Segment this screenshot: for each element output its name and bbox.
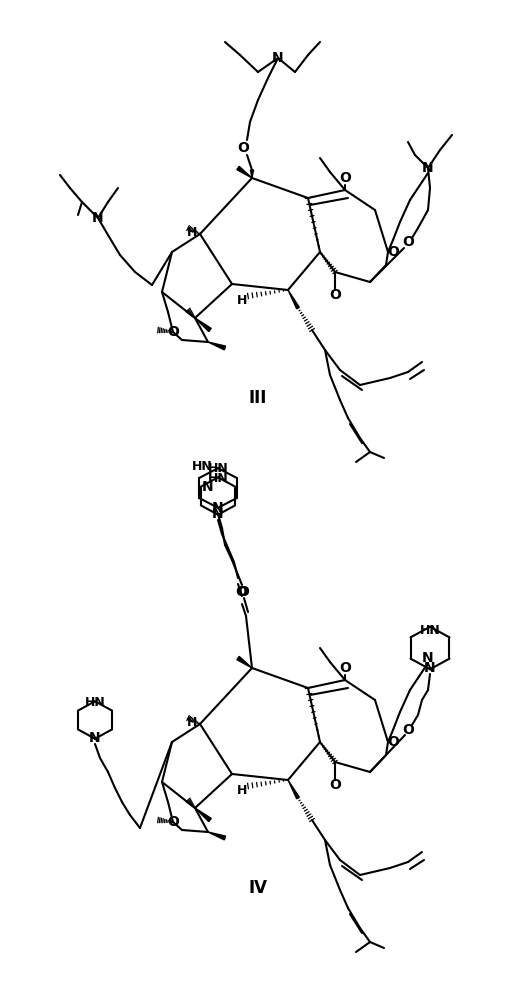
Polygon shape <box>237 656 252 668</box>
Text: O: O <box>387 245 399 259</box>
Text: N: N <box>212 501 224 515</box>
Text: N: N <box>202 480 214 494</box>
Text: IV: IV <box>249 879 267 897</box>
Text: O: O <box>237 141 249 155</box>
Text: HN: HN <box>192 460 213 473</box>
Text: HN: HN <box>84 696 106 708</box>
Text: O: O <box>235 585 247 599</box>
Polygon shape <box>195 808 211 822</box>
Text: III: III <box>249 389 267 407</box>
Text: HN: HN <box>208 462 228 475</box>
Text: O: O <box>329 778 341 792</box>
Text: O: O <box>387 735 399 749</box>
Polygon shape <box>195 318 211 332</box>
Text: H: H <box>187 716 197 730</box>
Polygon shape <box>208 832 226 840</box>
Text: N: N <box>424 661 436 675</box>
Polygon shape <box>288 290 299 309</box>
Text: N: N <box>92 211 104 225</box>
Text: O: O <box>402 235 414 249</box>
Text: N: N <box>212 507 224 521</box>
Polygon shape <box>288 780 299 799</box>
Polygon shape <box>250 170 253 178</box>
Text: O: O <box>339 171 351 185</box>
Text: N: N <box>89 731 101 745</box>
Text: HN: HN <box>420 624 440 637</box>
Text: O: O <box>329 288 341 302</box>
Text: N: N <box>422 161 434 175</box>
Text: N: N <box>422 651 434 665</box>
Text: H: H <box>237 784 247 796</box>
Text: O: O <box>339 661 351 675</box>
Polygon shape <box>237 166 252 178</box>
Text: O: O <box>402 723 414 737</box>
Text: H: H <box>187 227 197 239</box>
Text: H: H <box>237 294 247 306</box>
Text: O: O <box>237 585 249 599</box>
Polygon shape <box>208 342 226 350</box>
Text: N: N <box>272 51 284 65</box>
Text: HN: HN <box>208 472 228 485</box>
Text: O: O <box>167 815 179 829</box>
Text: O: O <box>167 325 179 339</box>
